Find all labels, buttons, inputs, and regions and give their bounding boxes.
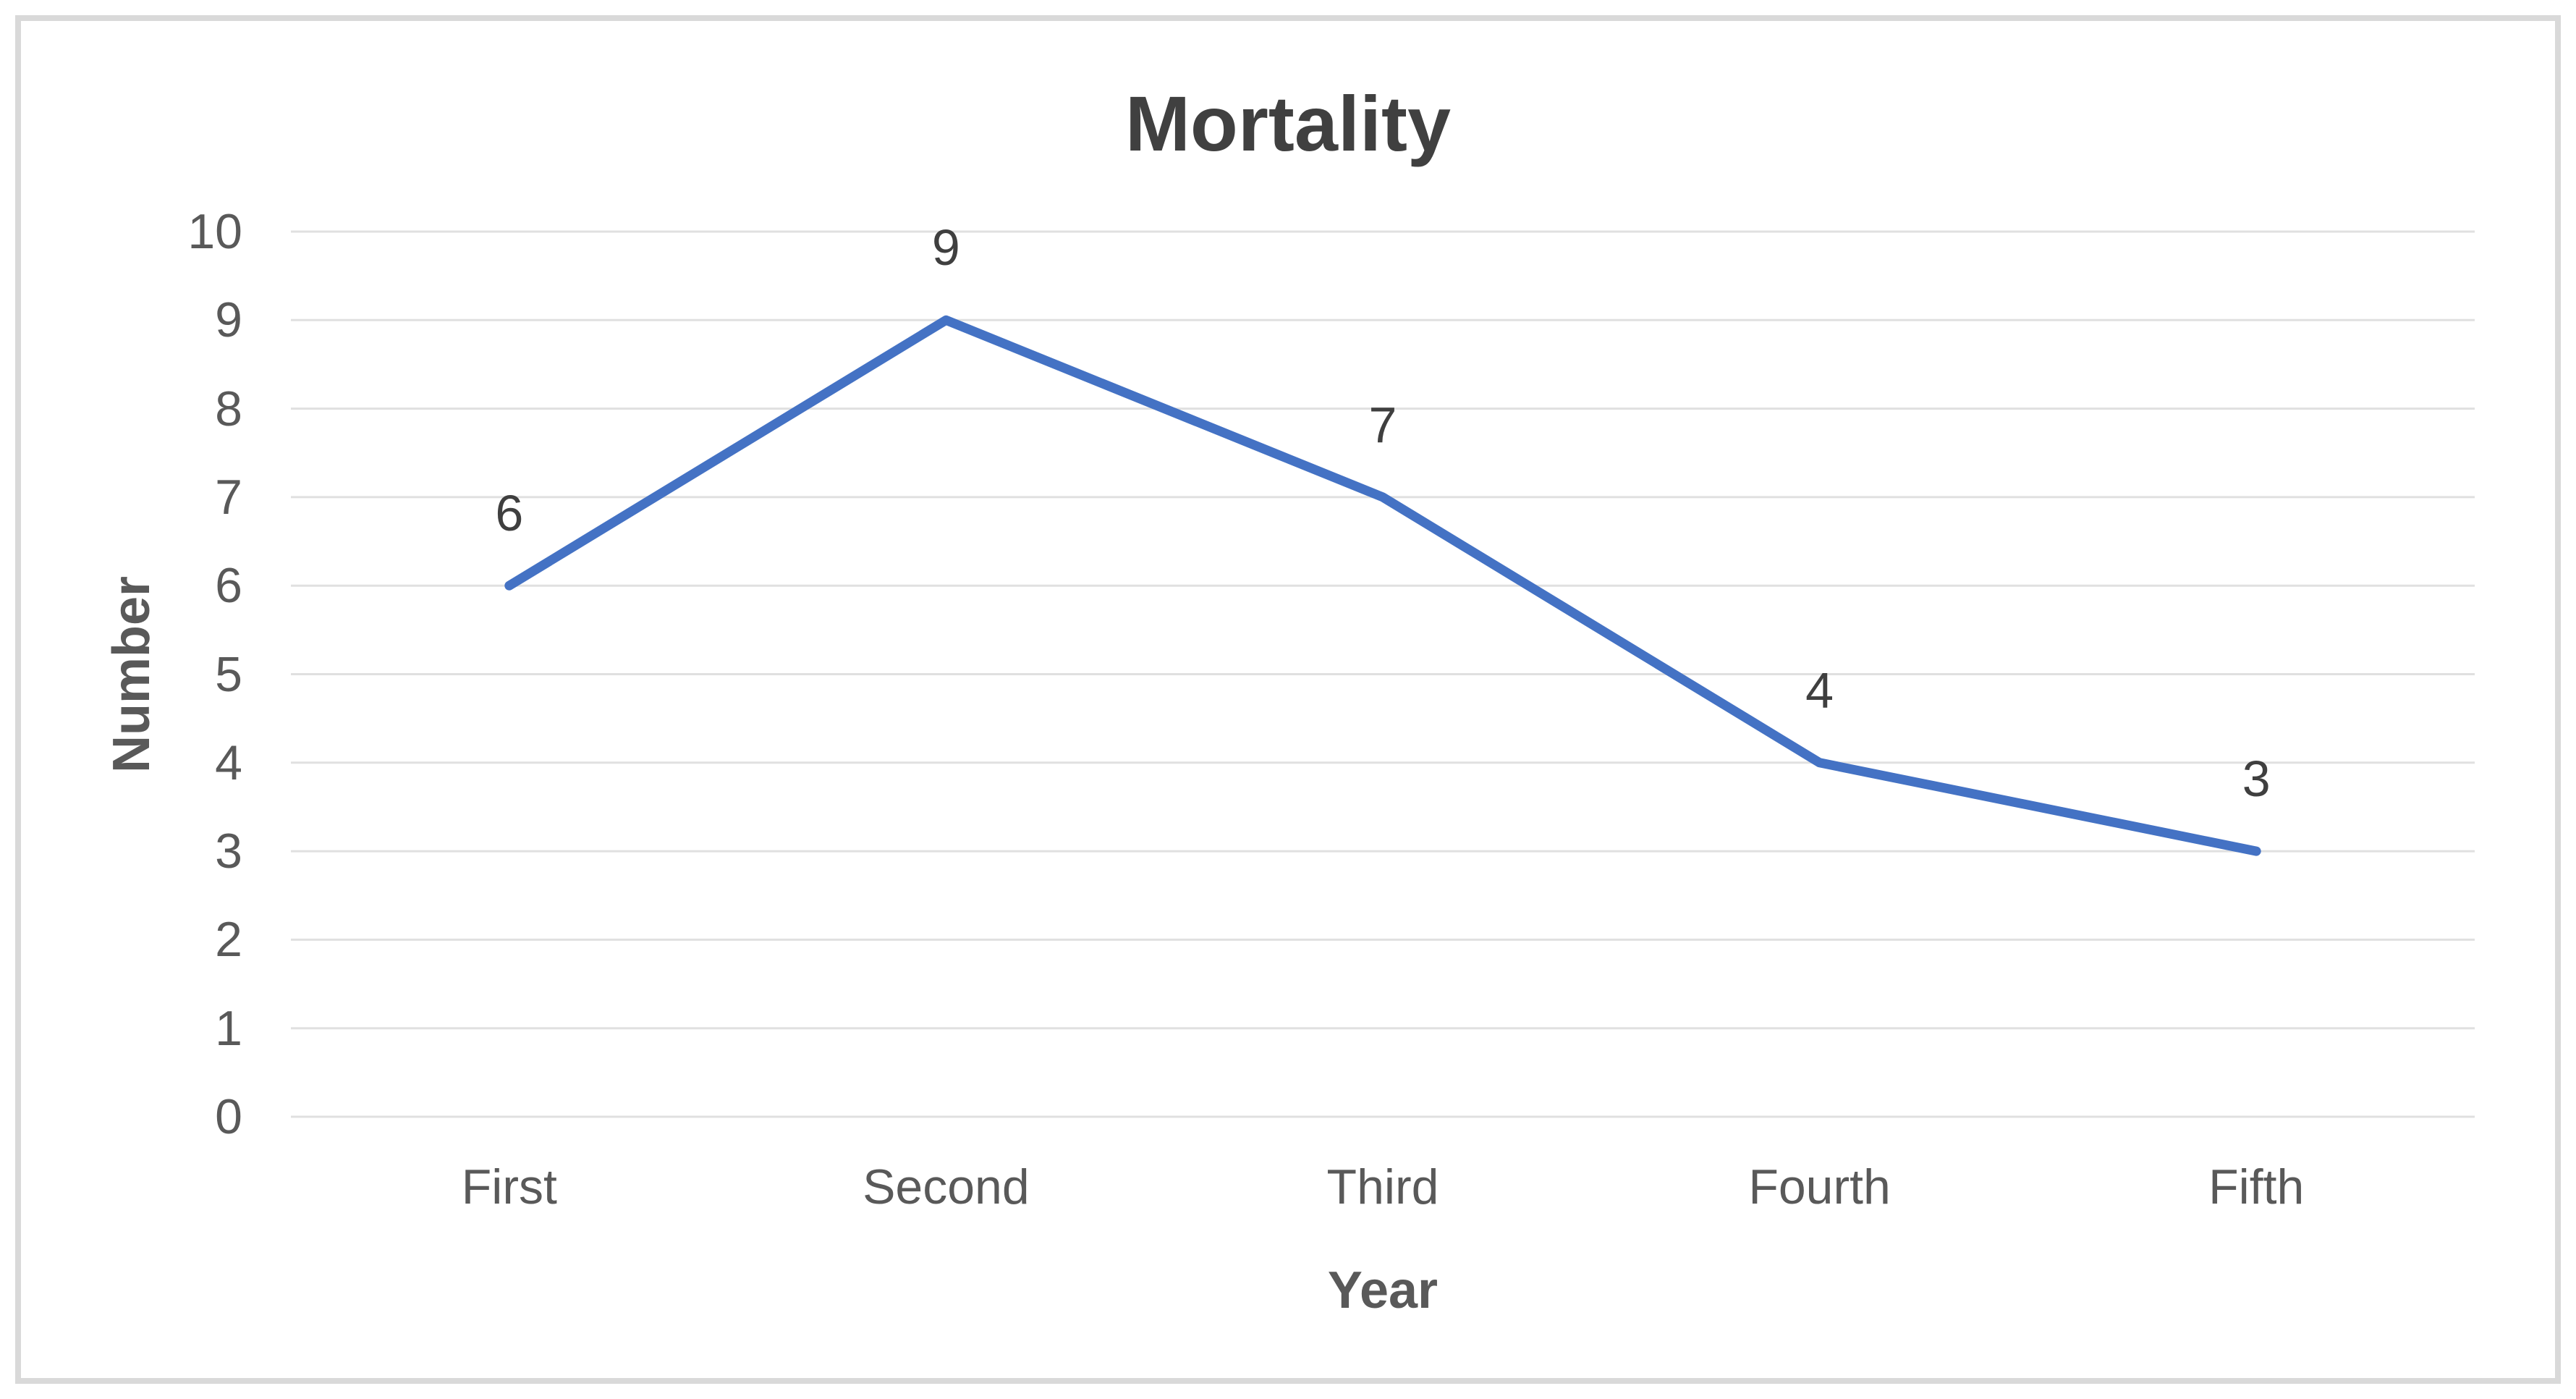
gridlines <box>291 230 2475 1118</box>
line-series-mortality <box>504 315 2261 856</box>
data-label: 3 <box>2242 751 2271 808</box>
y-tick-label: 5 <box>215 646 242 702</box>
x-category-label: Second <box>863 1159 1030 1214</box>
x-category-label: First <box>461 1159 557 1214</box>
y-tick-label: 2 <box>215 912 242 968</box>
y-tick-label: 9 <box>215 292 242 348</box>
series-line <box>504 315 2261 856</box>
y-tick-label: 10 <box>187 204 242 259</box>
y-tick-label: 1 <box>215 1000 242 1056</box>
data-label: 6 <box>495 485 524 542</box>
x-category-label: Fourth <box>1748 1159 1891 1214</box>
figure-border <box>15 15 2561 1384</box>
y-tick-label: 7 <box>215 469 242 525</box>
data-label: 4 <box>1805 662 1834 719</box>
x-axis-title: Year <box>1327 1261 1439 1319</box>
y-tick-label: 4 <box>215 735 242 790</box>
y-tick-label: 8 <box>215 381 242 436</box>
x-category-label: Fifth <box>2208 1159 2305 1214</box>
data-label: 9 <box>931 219 960 276</box>
y-tick-label: 0 <box>215 1089 242 1144</box>
y-tick-label: 3 <box>215 824 242 879</box>
x-category-label: Third <box>1326 1159 1439 1214</box>
y-axis-title: Number <box>103 575 161 773</box>
data-label: 7 <box>1368 396 1397 453</box>
y-tick-label: 6 <box>215 558 242 614</box>
chart-title: Mortality <box>1124 80 1452 167</box>
